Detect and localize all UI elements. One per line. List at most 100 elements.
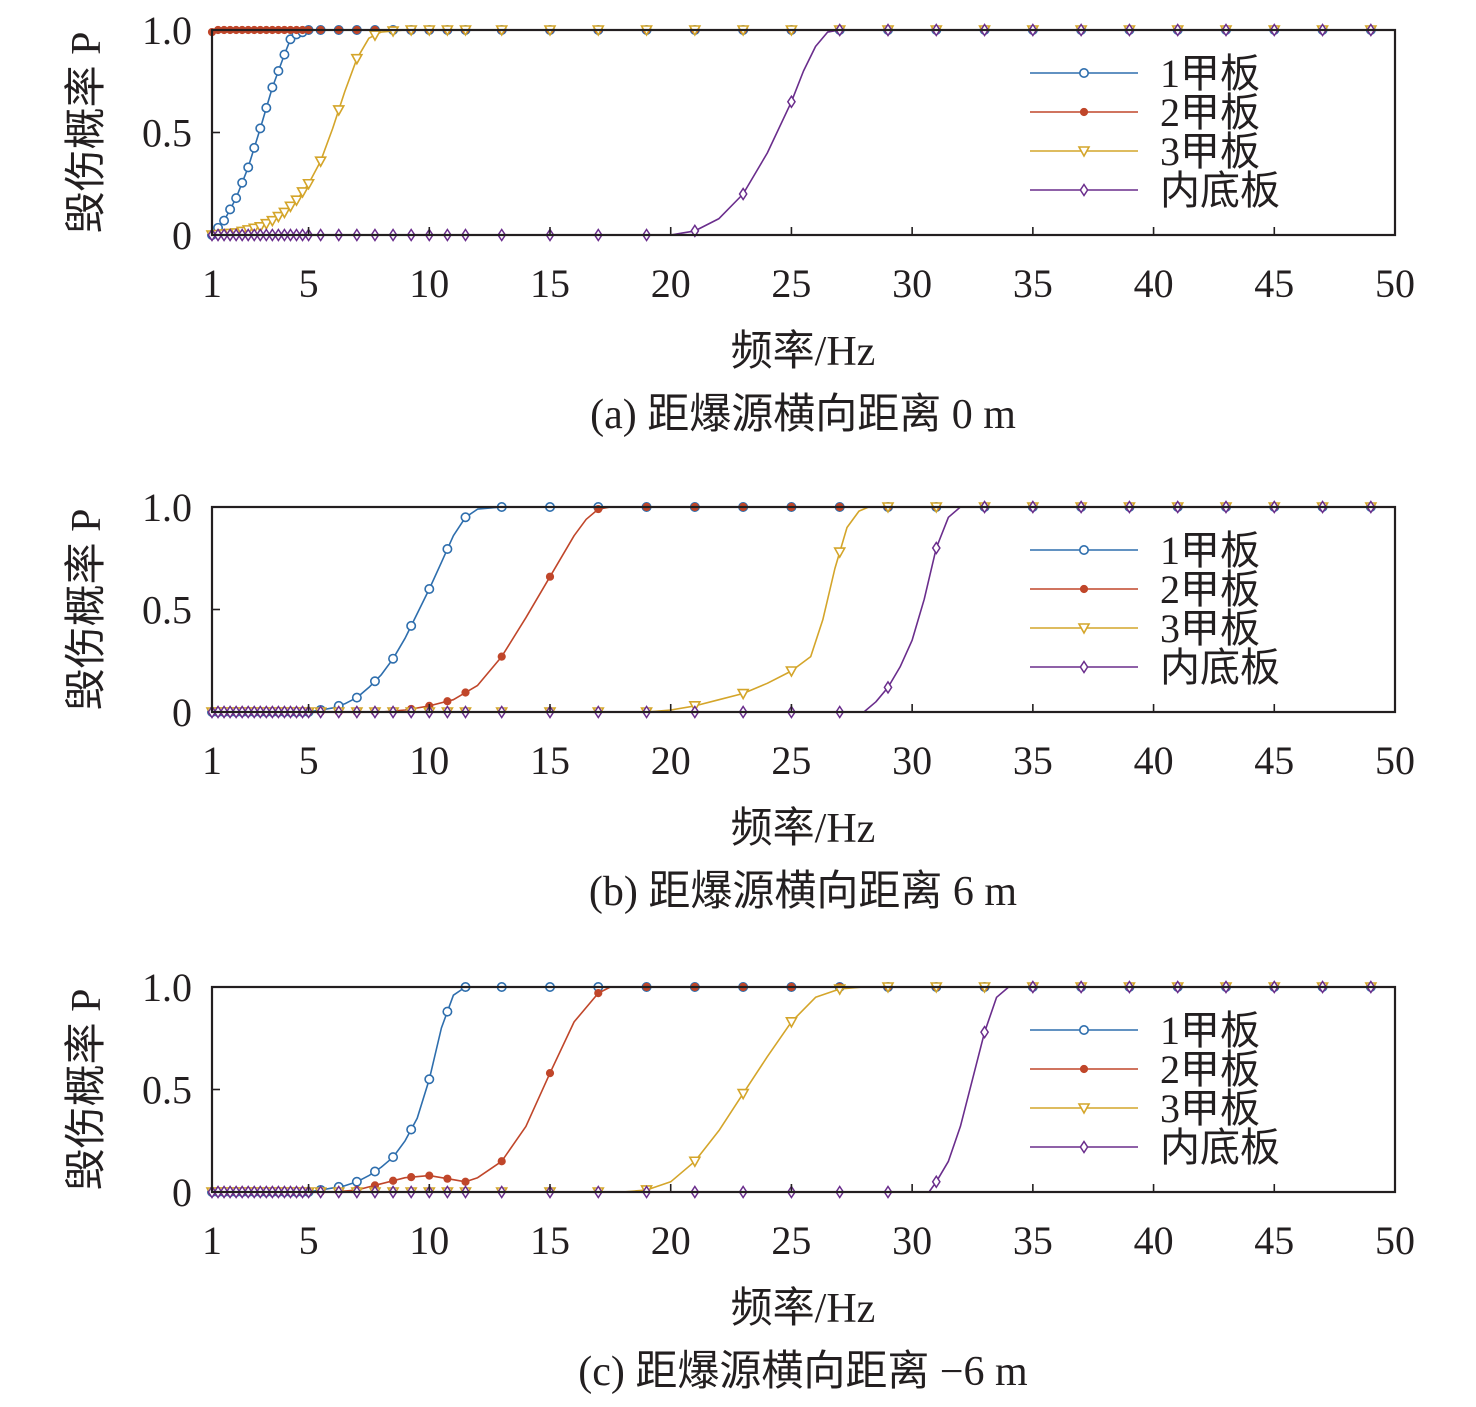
x-axis-label: 频率/Hz: [731, 805, 876, 852]
legend-item: 2甲板: [1030, 567, 1260, 612]
y-tick-label: 0.5: [142, 1068, 192, 1113]
legend-3甲板-marker: [1077, 1103, 1091, 1115]
legend-item: 1甲板: [1030, 1008, 1260, 1053]
legend-label: 2甲板: [1160, 90, 1260, 135]
3甲板-marker: [265, 215, 279, 228]
legend-label: 3甲板: [1160, 606, 1260, 651]
3甲板-marker: [290, 195, 303, 207]
x-tick-label: 10: [409, 261, 449, 306]
legend-1甲板-marker: [1079, 544, 1090, 555]
x-tick-label: 25: [771, 738, 811, 783]
legend-item: 1甲板: [1030, 51, 1260, 96]
x-tick-label: 45: [1254, 261, 1294, 306]
legend-label: 2甲板: [1160, 567, 1260, 612]
3甲板-marker: [296, 187, 309, 199]
内底板-marker: [980, 1025, 990, 1039]
x-tick-label: 5: [299, 738, 319, 783]
x-tick-label: 35: [1013, 1218, 1053, 1263]
legend-label: 1甲板: [1160, 51, 1260, 96]
1甲板-marker: [369, 676, 380, 687]
legend-label: 内底板: [1160, 645, 1280, 690]
x-tick-label: 50: [1375, 1218, 1415, 1263]
legend-item: 1甲板: [1030, 528, 1260, 573]
x-tick-label: 30: [892, 261, 932, 306]
legend-label: 内底板: [1160, 168, 1280, 213]
x-tick-label: 30: [892, 1218, 932, 1263]
x-tick-label: 5: [299, 261, 319, 306]
1甲板-marker: [406, 620, 417, 631]
y-axis-label: 毁伤概率 P: [63, 989, 110, 1191]
legend-2甲板-marker: [1079, 107, 1089, 117]
x-tick-label: 35: [1013, 261, 1053, 306]
legend-item: 2甲板: [1030, 1047, 1260, 1092]
panel-caption: (a) 距爆源横向距离 0 m: [590, 391, 1016, 438]
1甲板-marker: [442, 544, 453, 555]
x-tick-label: 25: [771, 261, 811, 306]
legend-label: 内底板: [1160, 1125, 1280, 1170]
3甲板-marker: [688, 1156, 702, 1168]
legend-label: 1甲板: [1160, 1008, 1260, 1053]
x-tick-label: 25: [771, 1218, 811, 1263]
2甲板-marker: [461, 1177, 470, 1186]
legend-内底板-marker: [1079, 660, 1089, 674]
1甲板-marker: [424, 583, 435, 594]
1甲板-marker: [225, 204, 236, 215]
x-tick-label: 20: [651, 261, 691, 306]
1甲板-marker: [351, 1176, 362, 1187]
legend-item: 内底板: [1030, 168, 1280, 213]
1甲板-marker: [369, 1166, 380, 1177]
legend-item: 3甲板: [1030, 129, 1260, 174]
series-line-3甲板: [212, 506, 1395, 713]
legend-3甲板-marker: [1077, 623, 1091, 635]
3甲板-marker: [350, 53, 364, 66]
2甲板-marker: [388, 1176, 398, 1185]
panel-caption: (b) 距爆源横向距离 6 m: [589, 868, 1017, 915]
3甲板-marker: [284, 201, 297, 213]
3甲板-marker: [253, 222, 267, 234]
x-tick-label: 15: [530, 261, 570, 306]
legend-内底板-marker: [1079, 183, 1089, 197]
内底板-marker: [690, 224, 700, 238]
x-tick-label: 10: [409, 1218, 449, 1263]
3甲板-marker: [736, 688, 750, 701]
2甲板-marker: [425, 1171, 434, 1180]
legend-1甲板-marker: [1079, 68, 1090, 79]
内底板-marker: [931, 1174, 941, 1189]
y-tick-label: 0: [172, 213, 192, 258]
y-tick-label: 0.5: [142, 111, 192, 156]
3甲板-marker: [833, 547, 847, 559]
legend-item: 内底板: [1030, 645, 1280, 690]
3甲板-marker: [785, 666, 798, 678]
2甲板-marker: [545, 1069, 555, 1078]
内底板-marker: [738, 187, 748, 201]
1甲板-marker: [351, 692, 362, 703]
1甲板-marker: [424, 1074, 435, 1085]
1甲板-marker: [255, 123, 266, 134]
x-tick-label: 15: [530, 1218, 570, 1263]
panel-caption: (c) 距爆源横向距离 −6 m: [578, 1348, 1028, 1395]
3甲板-marker: [368, 30, 382, 42]
2甲板-marker: [461, 688, 470, 697]
legend-item: 3甲板: [1030, 1086, 1260, 1131]
x-tick-label: 45: [1254, 1218, 1294, 1263]
1甲板-marker: [237, 177, 248, 188]
1甲板-marker: [249, 142, 260, 153]
1甲板-marker: [460, 512, 471, 523]
legend-内底板-marker: [1079, 1140, 1089, 1154]
x-tick-label: 35: [1013, 738, 1053, 783]
1甲板-marker: [442, 1006, 453, 1017]
legend-3甲板-marker: [1077, 146, 1091, 158]
1甲板-marker: [267, 82, 278, 93]
2甲板-marker: [443, 1174, 452, 1183]
1甲板-marker: [261, 102, 272, 113]
3甲板-marker: [736, 1088, 750, 1101]
2甲板-marker: [497, 652, 506, 661]
3甲板-marker: [314, 156, 328, 168]
x-tick-label: 20: [651, 1218, 691, 1263]
x-tick-label: 5: [299, 1218, 319, 1263]
x-tick-label: 1: [202, 1218, 222, 1263]
1甲板-marker: [279, 49, 290, 60]
